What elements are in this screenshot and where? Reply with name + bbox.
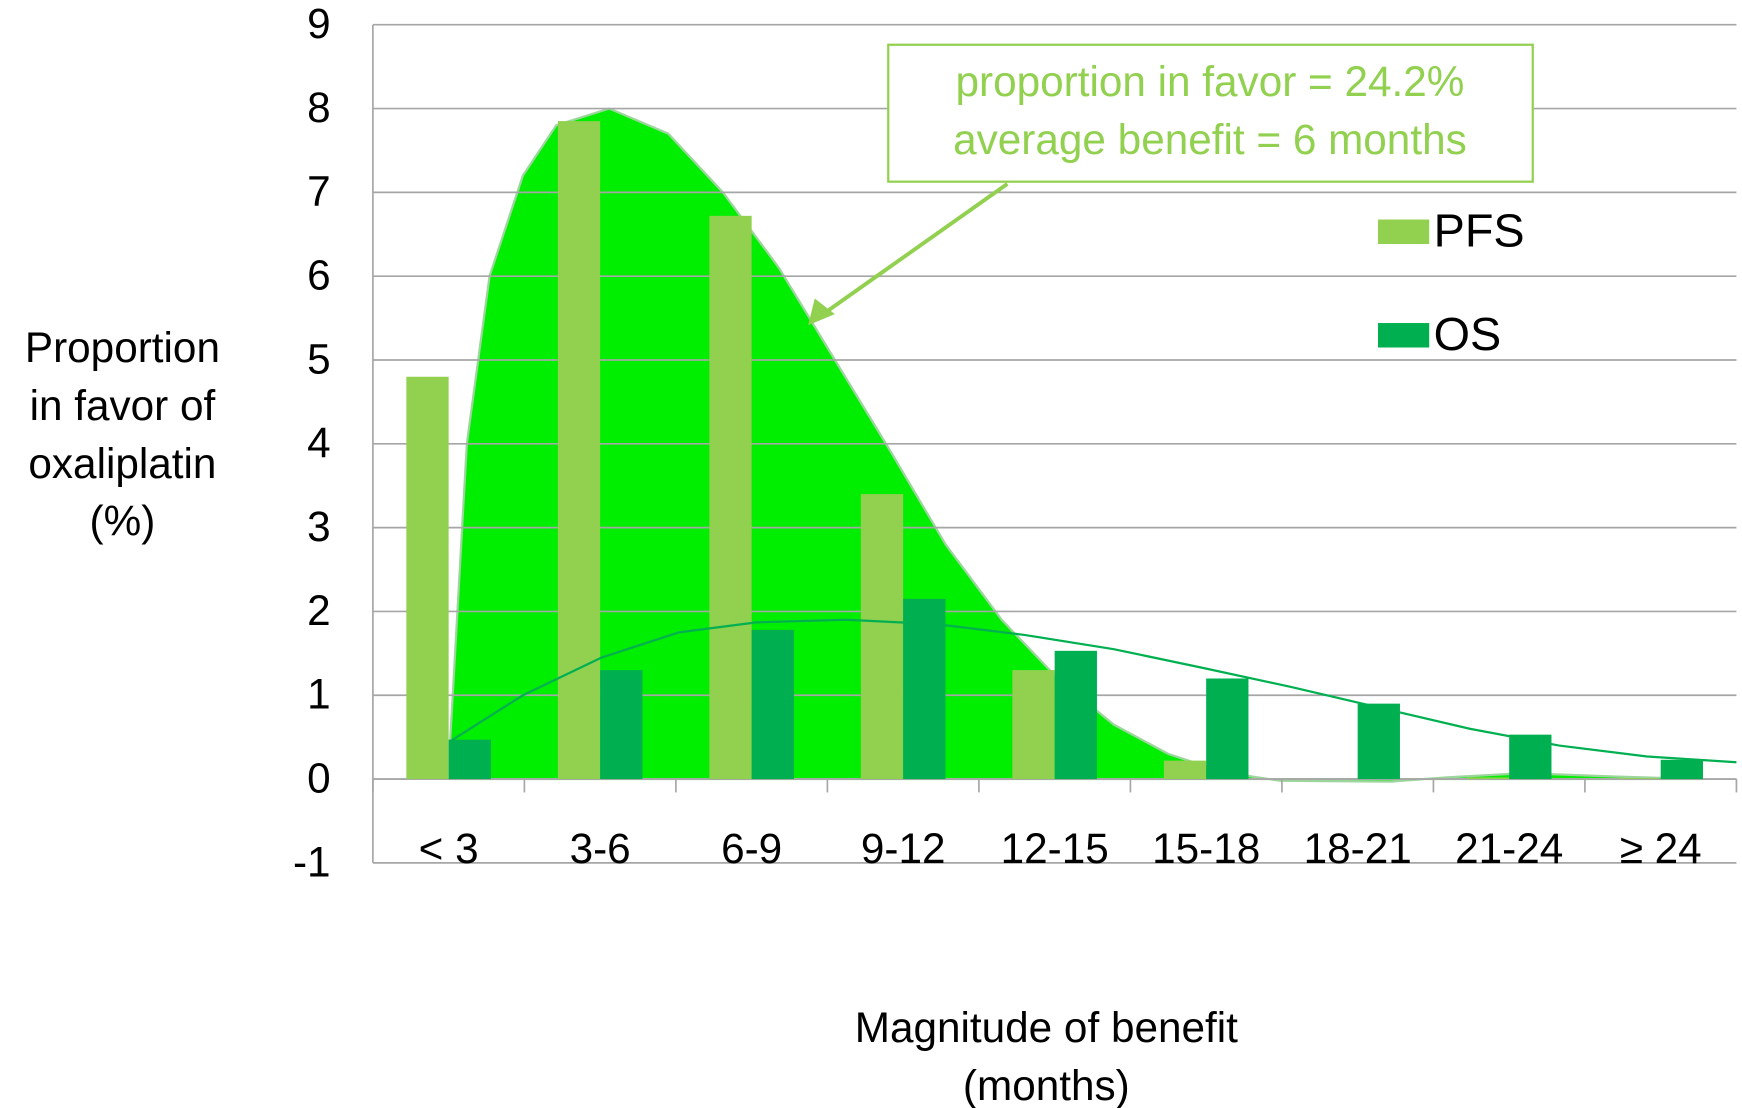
annotation-arrowhead (808, 298, 835, 326)
legend-label: PFS (1434, 204, 1525, 256)
annotation-text: average benefit = 6 months (953, 116, 1467, 163)
y-axis-label: in favor of (30, 382, 216, 429)
x-tick-label: 15-18 (1152, 825, 1260, 872)
annotation-box (887, 43, 1534, 183)
x-tick-label: < 3 (419, 825, 479, 872)
bar (1012, 670, 1055, 780)
bar (448, 739, 491, 780)
bar (1466, 777, 1510, 780)
y-tick-label: 7 (307, 168, 331, 215)
x-tick-label: 12-15 (1001, 825, 1109, 872)
bar (1054, 650, 1097, 780)
x-tick-label: 9-12 (861, 825, 946, 872)
x-axis-label: Magnitude of benefit (855, 1004, 1238, 1051)
legend-swatch (1378, 219, 1430, 245)
bar (751, 629, 794, 780)
bar (1618, 778, 1661, 780)
y-tick-label: 8 (307, 84, 331, 131)
bar (600, 670, 643, 780)
legend-swatch (1378, 323, 1430, 348)
legend-label: OS (1434, 308, 1502, 360)
y-axis-label: Proportion (25, 324, 220, 371)
bar (903, 598, 946, 780)
bar (1660, 759, 1703, 780)
y-axis-label: (%) (90, 498, 156, 545)
bar (860, 494, 904, 780)
x-tick-label: 3-6 (570, 825, 631, 872)
y-tick-label: 9 (307, 0, 331, 47)
y-tick-label: 6 (307, 252, 331, 299)
bar (557, 121, 601, 780)
y-tick-label: 2 (307, 587, 331, 634)
y-tick-label: 5 (307, 335, 331, 382)
y-tick-label: -1 (293, 838, 331, 885)
bar (1163, 760, 1207, 780)
annotation-arrow (820, 182, 1009, 317)
y-tick-label: 3 (307, 503, 331, 550)
x-tick-label: ≥ 24 (1620, 825, 1702, 872)
bar (1206, 678, 1249, 780)
y-tick-label: 1 (307, 671, 331, 718)
bar (709, 215, 752, 780)
y-axis-label: oxaliplatin (28, 440, 216, 487)
x-axis-label: (months) (963, 1062, 1130, 1108)
bar (1357, 703, 1400, 780)
bar (1509, 734, 1552, 780)
x-tick-label: 6-9 (721, 825, 782, 872)
annotation-text: proportion in favor = 24.2% (956, 58, 1465, 105)
x-tick-label: 21-24 (1455, 825, 1563, 872)
y-tick-label: 4 (307, 419, 331, 466)
fitted-line (449, 618, 1737, 764)
x-tick-label: 18-21 (1304, 825, 1412, 872)
y-tick-label: 0 (307, 754, 331, 801)
bar (406, 376, 449, 780)
